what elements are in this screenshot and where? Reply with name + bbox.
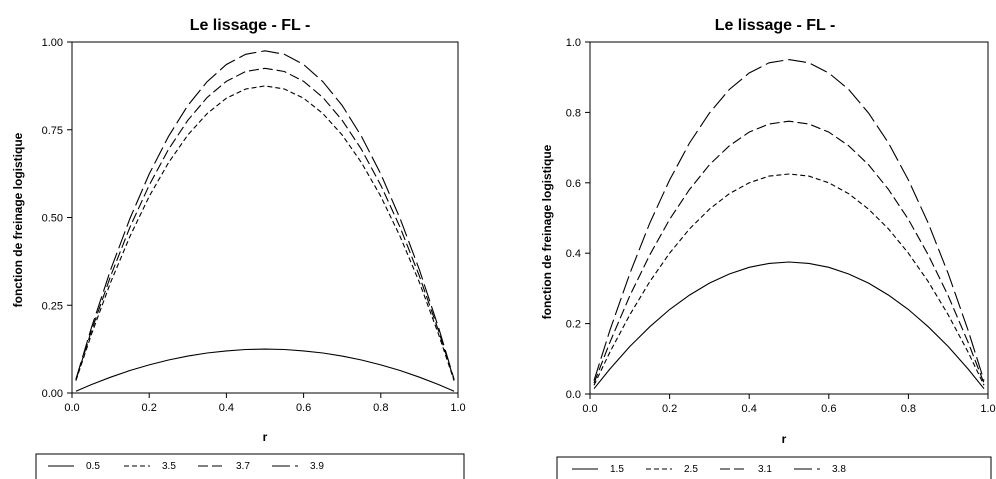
chart-2-x-tick-label: 0.2 [662,403,677,415]
chart-2: Le lissage - FL - fonction de freinage l… [540,17,996,479]
chart-1-legend-label: 3.7 [236,461,250,472]
chart-2-series-2-5-line [593,173,985,386]
chart-1-legend-label: 0.5 [86,461,100,472]
chart-1-title: Le lissage - FL - [190,17,311,34]
chart-2-series-3-1-line [593,120,985,384]
chart-1-x-tick-label: 0.0 [64,402,79,414]
chart-1-x-tick-label: 0.4 [219,402,234,414]
chart-2-y-tick-label: 0.6 [566,178,581,190]
chart-2-legend-box [556,456,992,479]
chart-2-title: Le lissage - FL - [715,17,836,34]
chart-1-x-tick-label: 1.0 [450,402,465,414]
chart-2-legend-label: 1.5 [610,464,624,475]
chart-2-y-tick-label: 0.4 [566,248,581,260]
chart-2-legend: 1.5 2.5 3.1 3.8 [572,464,846,475]
chart-2-series-1-5-line [593,261,985,390]
chart-2-series-lines [593,59,985,390]
chart-2-x-label: r [782,432,787,446]
chart-2-legend-label: 2.5 [684,464,698,475]
chart-2-x-tick-label: 0.8 [901,403,916,415]
chart-1-legend-label: 3.5 [162,461,176,472]
chart-1-y-tick-label: 0.50 [42,213,63,225]
chart-2-legend-label: 3.1 [758,464,772,475]
chart-1-x-tick-label: 0.8 [373,402,388,414]
chart-2-y-tick-label: 0.8 [566,107,581,119]
chart-1-series-3-5-line [75,85,455,381]
chart-2-y-tick-label: 0.2 [566,319,581,331]
chart-2-plot-frame [589,41,989,395]
chart-1-y-label: fonction de freinage logistique [11,132,25,307]
chart-1-series-3-7-line [75,67,455,381]
chart-1-y-tick-label: 0.00 [42,388,63,400]
chart-1-x-label: r [263,430,268,444]
chart-1-legend-box [35,453,465,479]
chart-1-series-0-5-line [75,348,455,392]
chart-2-x-tick-label: 0.0 [582,403,597,415]
chart-2-y-tick-label: 1.0 [566,37,581,49]
chart-1-x-tick-label: 0.6 [296,402,311,414]
chart-1-x-tick-label: 0.2 [142,402,157,414]
chart-2-x-tick-label: 1.0 [980,403,995,415]
chart-1-y-tick-label: 1.00 [42,37,63,49]
chart-1: Le lissage - FL - fonction de freinage l… [11,17,466,479]
chart-1-legend-label: 3.9 [310,461,324,472]
chart-1-series-3-9-line [75,50,455,380]
chart-2-y-tick-label: 0.0 [566,389,581,401]
chart-1-y-tick-label: 0.75 [42,125,63,137]
chart-1-legend: 0.5 3.5 3.7 3.9 [48,461,324,472]
chart-2-x-tick-label: 0.4 [742,403,757,415]
chart-2-legend-label: 3.8 [832,464,846,475]
chart-1-y-tick-label: 0.25 [42,300,63,312]
chart-1-ticks: 0.0 0.2 0.4 0.6 0.8 1.0 0.00 0.25 0.50 0.75 1.00 [42,37,466,414]
chart-2-y-label: fonction de freinage logistique [540,144,554,319]
chart-2-x-tick-label: 0.6 [821,403,836,415]
chart-2-series-3-8-line [593,59,985,381]
chart-1-series-lines [75,50,455,392]
chart-2-ticks: 0.0 0.2 0.4 0.6 0.8 1.0 0.0 0.2 0.4 0.6 0.8 1.0 [566,37,996,415]
